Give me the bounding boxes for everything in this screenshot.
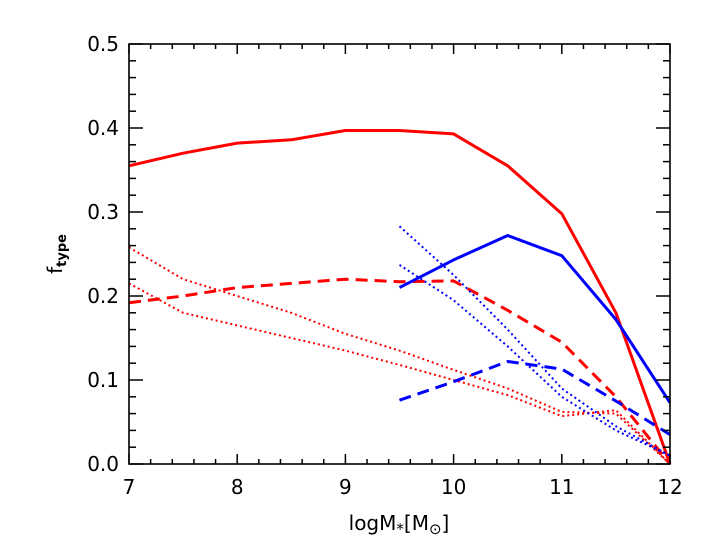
series-line-7 [398,225,671,457]
x-tick-label-9: 9 [339,475,352,499]
series-line-1 [128,129,672,465]
x-axis-title-sub: * [396,520,404,538]
y-tick-label-0.5: 0.5 [87,32,119,56]
y-axis-title: ftype [43,234,70,274]
y-axis-title-main: f [43,266,67,274]
x-tick-label-10: 10 [441,475,466,499]
x-axis-title-unit-sub: ⊙ [429,520,442,538]
series-layer [128,129,672,465]
series-line-5 [398,234,672,404]
x-axis-title-main: logM [349,511,397,535]
series-line-2 [128,277,672,465]
y-tick-label-0.2: 0.2 [87,284,119,308]
series-line-4 [128,282,671,465]
tick-labels: 7 8 9 10 11 12 0.0 0.1 0.2 0.3 0.4 0.5 [87,32,683,499]
y-tick-label-0.1: 0.1 [87,368,119,392]
ticks-layer [128,43,671,465]
series-line-6 [399,360,671,436]
y-tick-label-0.4: 0.4 [87,116,119,140]
x-tick-label-7: 7 [123,475,136,499]
x-tick-label-11: 11 [549,475,574,499]
y-axis-title-sub: type [55,234,70,267]
series-line-3 [128,246,671,465]
x-axis-title: logM*[M⊙] [349,511,450,538]
x-axis-title-unit-close: ] [442,511,450,535]
x-axis-title-unit-open: [M [404,511,429,535]
y-tick-label-0.3: 0.3 [87,200,119,224]
y-tick-label-0.0: 0.0 [87,452,119,476]
plot-frame [128,43,671,465]
x-tick-label-12: 12 [657,475,682,499]
x-tick-label-8: 8 [231,475,244,499]
